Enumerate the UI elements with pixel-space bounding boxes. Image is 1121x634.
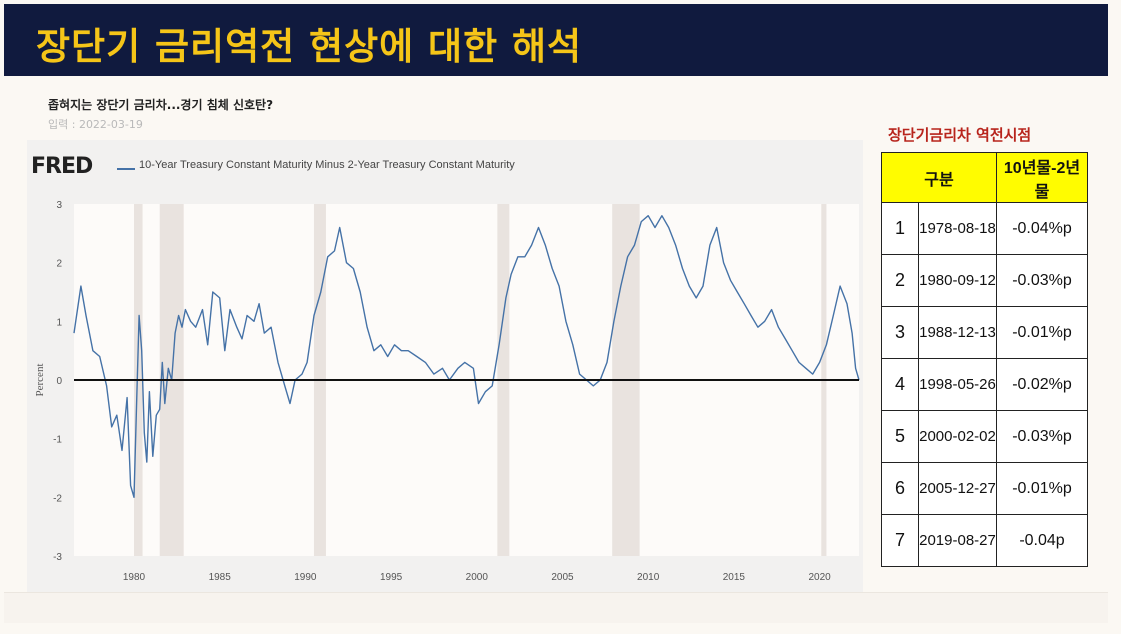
table-row: 4 1998-05-26 -0.02%p xyxy=(881,358,1088,411)
row-value: -0.01%p xyxy=(996,306,1088,359)
header-category: 구분 xyxy=(881,152,997,203)
side-table-title: 장단기금리차 역전시점 xyxy=(888,126,1032,144)
header-spread: 10년물-2년물 xyxy=(996,152,1088,203)
row-number: 4 xyxy=(881,358,919,411)
legend-swatch xyxy=(117,168,135,170)
title-bar: 장단기 금리역전 현상에 대한 해석 xyxy=(4,4,1108,76)
row-number: 2 xyxy=(881,254,919,307)
x-tick-label: 1990 xyxy=(294,572,317,583)
row-number: 5 xyxy=(881,410,919,463)
legend-label: 10-Year Treasury Constant Maturity Minus… xyxy=(139,159,515,171)
article-headline: 좁혀지는 장단기 금리차...경기 침체 신호탄? xyxy=(48,98,274,112)
y-tick-label: -3 xyxy=(53,552,62,563)
row-date: 2000-02-02 xyxy=(918,410,997,463)
y-tick-label: -2 xyxy=(53,493,62,504)
x-tick-label: 2005 xyxy=(551,572,574,583)
x-tick-label: 2000 xyxy=(466,572,489,583)
table-row: 6 2005-12-27 -0.01%p xyxy=(881,462,1088,515)
row-date: 1978-08-18 xyxy=(918,202,997,255)
x-tick-label: 2015 xyxy=(723,572,746,583)
fred-logo: FRED xyxy=(31,154,93,179)
slide-title: 장단기 금리역전 현상에 대한 해석 xyxy=(36,25,583,68)
fred-chart: 3 2 1 0 -1 -2 -3 1980 1985 1990 1995 2000 2005 2010 20… xyxy=(27,140,863,592)
table-row: 1 1978-08-18 -0.04%p xyxy=(881,202,1088,255)
row-date: 1980-09-12 xyxy=(918,254,997,307)
row-value: -0.03%p xyxy=(996,410,1088,463)
x-tick-label: 1985 xyxy=(209,572,232,583)
y-tick-label: 0 xyxy=(56,376,62,387)
x-tick-label: 2020 xyxy=(808,572,831,583)
table-row: 2 1980-09-12 -0.03%p xyxy=(881,254,1088,307)
x-tick-label: 1980 xyxy=(123,572,146,583)
chart-canvas: 3 2 1 0 -1 -2 -3 1980 1985 1990 1995 2000 2005 2010 20… xyxy=(34,200,860,583)
inversion-table: 구분 10년물-2년물 1 1978-08-18 -0.04%p 2 1980-09-1… xyxy=(881,152,1088,567)
y-tick-label: 1 xyxy=(56,317,62,328)
row-value: -0.04p xyxy=(996,514,1088,567)
row-date: 2019-08-27 xyxy=(918,514,997,567)
table-header-row: 구분 10년물-2년물 xyxy=(881,152,1088,203)
series-line xyxy=(73,215,860,498)
row-date: 2005-12-27 xyxy=(918,462,997,515)
footer-strip xyxy=(4,592,1108,623)
row-value: -0.02%p xyxy=(996,358,1088,411)
y-tick-label: -1 xyxy=(53,435,62,446)
row-number: 1 xyxy=(881,202,919,255)
row-number: 3 xyxy=(881,306,919,359)
table-row: 5 2000-02-02 -0.03%p xyxy=(881,410,1088,463)
y-tick-label: 3 xyxy=(56,200,62,211)
row-date: 1998-05-26 xyxy=(918,358,997,411)
article-date: 입력 : 2022-03-19 xyxy=(48,118,143,131)
row-number: 6 xyxy=(881,462,919,515)
table-row: 7 2019-08-27 -0.04p xyxy=(881,514,1088,567)
row-value: -0.01%p xyxy=(996,462,1088,515)
row-date: 1988-12-13 xyxy=(918,306,997,359)
x-tick-label: 1995 xyxy=(380,572,403,583)
row-value: -0.04%p xyxy=(996,202,1088,255)
x-tick-label: 2010 xyxy=(637,572,660,583)
row-value: -0.03%p xyxy=(996,254,1088,307)
y-axis-label: Percent xyxy=(34,364,46,397)
table-row: 3 1988-12-13 -0.01%p xyxy=(881,306,1088,359)
y-tick-label: 2 xyxy=(56,259,62,270)
row-number: 7 xyxy=(881,514,919,567)
